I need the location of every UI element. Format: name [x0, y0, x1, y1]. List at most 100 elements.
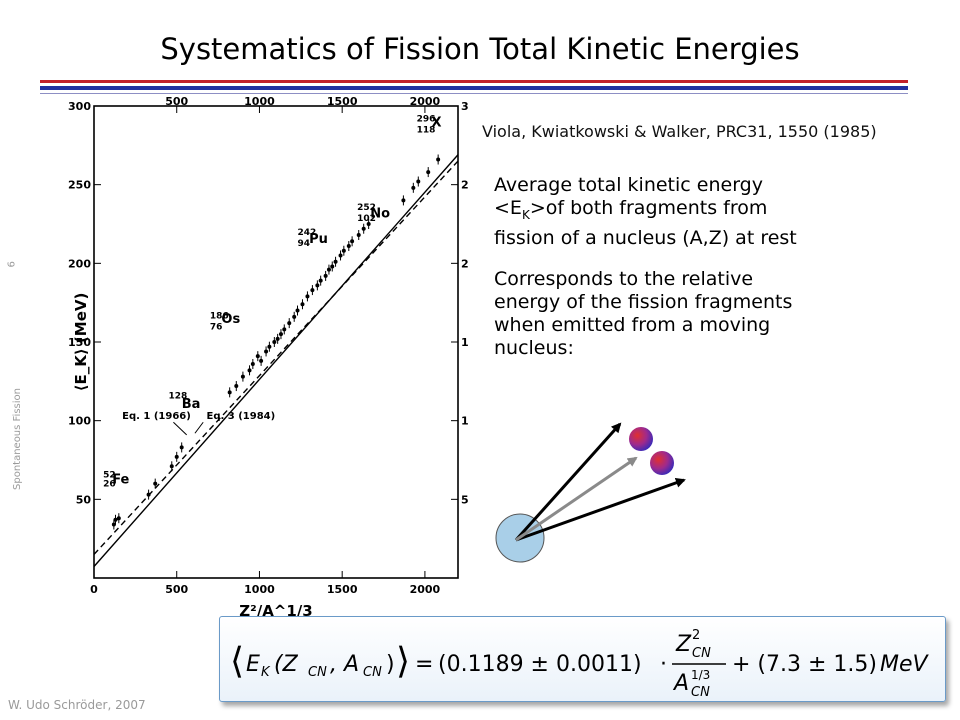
right-y-tick-label: 250 [461, 179, 468, 192]
author-footer: W. Udo Schröder, 2007 [8, 698, 146, 712]
title-rule-red [40, 80, 908, 83]
data-point [116, 516, 121, 521]
formula-denominator-sub: CN [691, 685, 710, 700]
data-point [401, 198, 406, 203]
chart-annotation: X [432, 115, 442, 130]
data-point [361, 226, 366, 231]
chart-annotation: 242 [298, 228, 317, 238]
chart-annotation: Pu [309, 232, 328, 247]
right-y-tick-label: 150 [461, 336, 468, 349]
top-x-tick-label: 2000 [410, 96, 441, 108]
data-point [333, 259, 338, 264]
chart-annotation: 52 [103, 470, 116, 480]
data-point [318, 278, 323, 283]
formula-coefficient: (0.1189 ± 0.0011) [438, 652, 642, 677]
data-point [272, 340, 277, 344]
x-tick-label: 1000 [244, 583, 275, 596]
data-point [295, 308, 300, 313]
y-tick-label: 50 [76, 493, 92, 506]
data-point [416, 179, 421, 184]
top-x-tick-label: 500 [165, 96, 188, 108]
chart-annotation: Eq. 3 (1984) [207, 411, 276, 422]
definition-line-2-rest: >of both fragments from [529, 197, 768, 219]
x-tick-label: 0 [90, 583, 98, 596]
x-tick-label: 1500 [327, 583, 358, 596]
formula-numerator-Z: Z [675, 632, 692, 657]
data-point [292, 314, 297, 319]
slide-title: Systematics of Fission Total Kinetic Ene… [160, 32, 800, 66]
eq3-1984-line [93, 154, 459, 567]
data-point [234, 384, 239, 389]
data-point [278, 332, 283, 337]
data-point [240, 374, 245, 379]
chart-annotation: 186 [210, 311, 229, 321]
tke-formula: ⟨ E K (Z CN , A CN ) ⟩ = (0.1189 ± 0.001… [230, 628, 930, 700]
axis-ticks [93, 105, 458, 578]
data-point [113, 517, 118, 522]
axis-tick-labels: 0 500 1000 1500 2000 500 1000 1500 2000 50 100 150 2… [68, 96, 468, 596]
chart-annotation: Fe [112, 473, 129, 488]
y-tick-label: 300 [68, 100, 91, 113]
data-point [436, 157, 441, 162]
formula-dot: · [660, 652, 667, 677]
right-y-tick-label: 50 [461, 493, 468, 506]
formula-sub-CN-1: CN [308, 665, 327, 680]
data-point [315, 283, 320, 288]
formula-open-angle: ⟨ [230, 641, 244, 682]
formula-denominator-A: A [672, 671, 689, 696]
tke-formula-box: ⟨ E K (Z CN , A CN ) ⟩ = (0.1189 ± 0.001… [219, 616, 946, 702]
formula-close-paren: ) [386, 652, 395, 677]
x-axis-label: Z²/A^1/3 [239, 602, 312, 620]
relative-line-4: nucleus: [494, 337, 574, 359]
data-point [267, 344, 272, 349]
data-point [264, 349, 269, 354]
data-point [146, 492, 151, 497]
formula-close-angle: ⟩ [396, 641, 410, 682]
data-point [338, 253, 343, 258]
formula-E: E [246, 652, 260, 677]
data-point [350, 239, 355, 244]
right-y-tick-label: 100 [461, 415, 468, 428]
data-point [259, 358, 264, 363]
relative-line-2: energy of the fission fragments [494, 291, 793, 313]
fission-fragment-2 [650, 451, 674, 475]
data-point [323, 273, 328, 278]
title-rule-thin [40, 93, 908, 94]
slide-number: 6 [6, 261, 18, 268]
formula-unit: MeV [880, 652, 930, 677]
chart-annotation: 94 [298, 239, 311, 249]
data-point [179, 445, 184, 450]
x-tick-label: 2000 [410, 583, 441, 596]
data-point [174, 454, 179, 459]
data-point [111, 522, 116, 527]
data-point [326, 267, 331, 272]
data-point [250, 362, 255, 367]
definition-line-1: Average total kinetic energy [494, 174, 763, 196]
fission-fragments-diagram [495, 422, 686, 563]
formula-args-Z: (Z [274, 652, 299, 677]
data-point [255, 354, 260, 359]
relative-line-1: Corresponds to the relative [494, 268, 754, 290]
ek-symbol: <E [494, 197, 522, 219]
section-label: Spontaneous Fission [12, 388, 23, 490]
data-point [356, 233, 361, 238]
chart-annotation: No [370, 207, 390, 222]
data-point [275, 336, 280, 341]
top-x-tick-label: 1500 [327, 96, 358, 108]
ek-subscript: K [521, 207, 530, 222]
data-point [282, 327, 287, 332]
data-point [247, 368, 252, 373]
data-point [341, 248, 346, 253]
data-point [305, 294, 310, 299]
chart-annotation: 118 [417, 126, 436, 136]
right-y-tick-label: 200 [461, 257, 468, 270]
data-points [111, 154, 441, 530]
data-point [411, 185, 416, 190]
fission-fragment-1 [629, 427, 653, 451]
data-point [287, 321, 292, 326]
chart-annotation: 26 [103, 480, 116, 490]
eq1-pointer [173, 421, 187, 436]
data-point [310, 288, 315, 293]
fit-lines [93, 154, 459, 567]
